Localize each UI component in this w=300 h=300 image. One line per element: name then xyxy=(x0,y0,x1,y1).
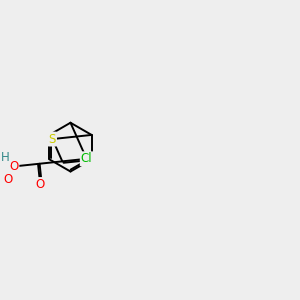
Text: O: O xyxy=(9,160,18,173)
Text: Cl: Cl xyxy=(81,152,92,165)
Text: S: S xyxy=(49,133,56,146)
Text: H: H xyxy=(1,151,10,164)
Text: O: O xyxy=(36,178,45,191)
Text: O: O xyxy=(3,173,12,186)
